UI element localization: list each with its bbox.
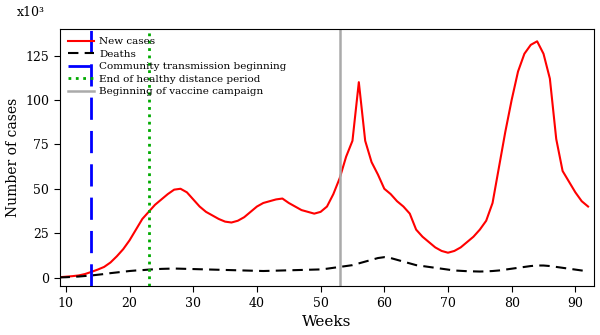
New cases [317,210,324,214]
End of healthy distance period [145,276,152,280]
Deaths [584,269,592,273]
New cases [56,275,63,279]
Community transmission beginning [88,276,95,280]
Community transmission beginning [88,276,95,280]
Deaths [88,273,95,277]
New cases [457,245,464,249]
Deaths [463,269,470,273]
Deaths [380,255,388,259]
Deaths [317,267,324,271]
End of healthy distance period [145,276,152,280]
New cases [533,39,541,43]
X-axis label: Weeks: Weeks [302,316,352,329]
New cases [292,205,299,209]
Beginning of vaccine campaign [336,276,343,280]
Line: New cases: New cases [59,41,588,277]
New cases [482,219,490,223]
New cases [584,205,592,209]
Legend: New cases, Deaths, Community transmission beginning, End of healthy distance per: New cases, Deaths, Community transmissio… [65,34,290,99]
Deaths [62,275,70,279]
Line: Deaths: Deaths [59,257,588,277]
Deaths [489,269,496,273]
New cases [62,275,70,279]
Deaths [56,275,63,279]
Y-axis label: Number of cases: Number of cases [5,98,20,217]
Deaths [292,268,299,272]
Text: x10³: x10³ [17,6,45,18]
New cases [88,270,95,274]
Beginning of vaccine campaign [336,276,343,280]
